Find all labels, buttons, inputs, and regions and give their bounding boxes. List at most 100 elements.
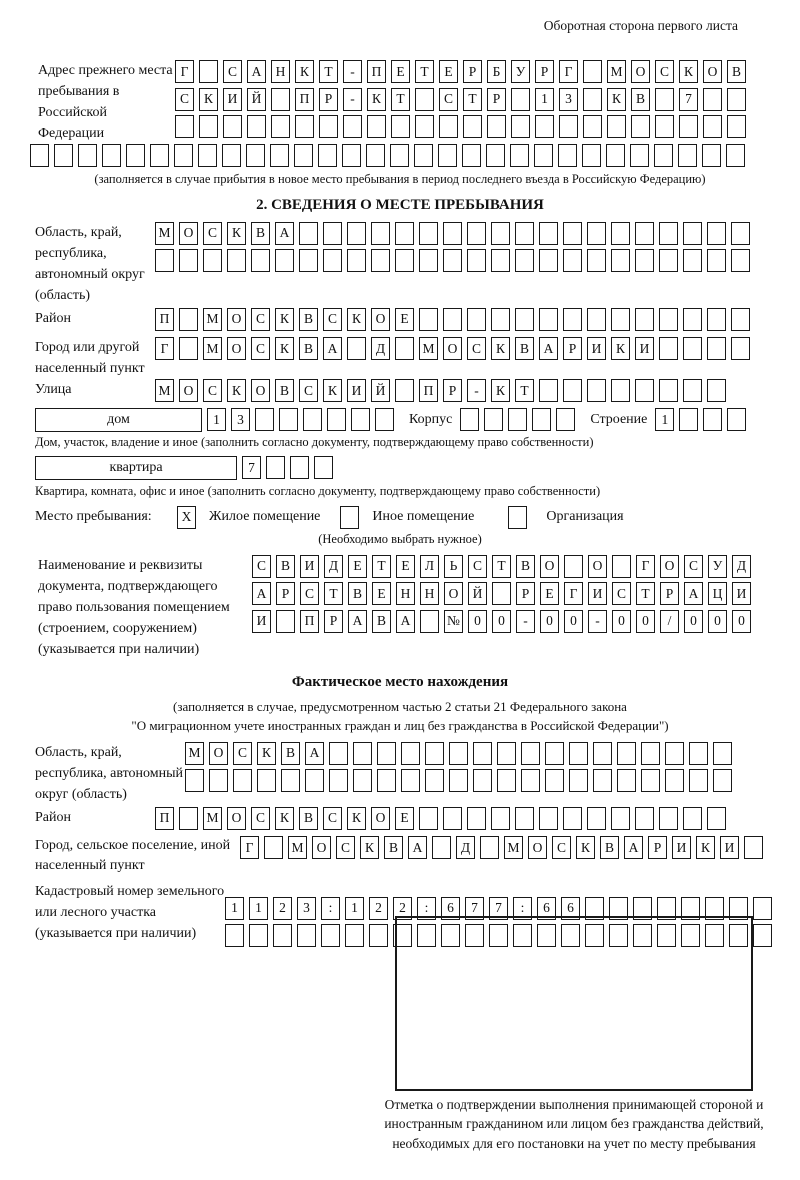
form-cell: Т <box>324 582 343 605</box>
form-cell <box>609 924 628 948</box>
form-cell <box>327 408 346 431</box>
mesto-checkbox-inoe <box>340 505 364 529</box>
confirmation-stamp-box <box>395 915 753 1091</box>
form-cell: Й <box>468 582 487 605</box>
form-cell <box>223 115 242 138</box>
form-cell <box>593 769 612 792</box>
form-cell <box>391 115 410 138</box>
stroenie-label: Строение <box>590 411 648 427</box>
form-cell <box>707 806 726 830</box>
form-cell: 7 <box>465 896 484 920</box>
form-cell: К <box>347 806 366 830</box>
gorod-label: Город или другой населенный пункт <box>35 340 145 376</box>
form-cell: 1 <box>655 408 675 431</box>
form-cell: X <box>177 505 196 529</box>
form-cell <box>441 924 460 948</box>
form-cell <box>126 144 145 167</box>
form-cell <box>587 806 606 830</box>
prev-address-caption: (заполняется в случае прибытия в новое м… <box>94 171 706 186</box>
form-cell: С <box>251 307 270 331</box>
form-cell <box>534 144 553 167</box>
form-cell <box>635 221 654 245</box>
form-cell <box>420 609 439 633</box>
fact-subnote-1: (заполняется в случае, предусмотренном ч… <box>173 698 627 714</box>
form-cell <box>318 144 337 167</box>
form-cell: Т <box>636 582 655 605</box>
form-cell: К <box>275 307 294 331</box>
form-cell <box>683 307 702 331</box>
section2-title: 2. СВЕДЕНИЯ О МЕСТЕ ПРЕБЫВАНИЯ <box>256 196 544 213</box>
form-cell: И <box>347 379 366 402</box>
form-cell <box>545 741 564 765</box>
kvartira-line: квартира 7 <box>0 455 800 480</box>
form-cell: 7 <box>242 456 261 479</box>
form-cell <box>657 924 676 948</box>
form-cell <box>492 582 511 605</box>
kvartira-cells: 7 <box>242 456 338 479</box>
form-cell <box>689 769 708 792</box>
form-cell: 0 <box>684 609 703 633</box>
form-cell <box>731 249 750 272</box>
form-cell: 0 <box>708 609 727 633</box>
form-cell <box>467 806 486 830</box>
form-cell <box>294 144 313 167</box>
form-cell <box>439 115 458 138</box>
form-cell <box>545 769 564 792</box>
form-cell <box>657 896 676 920</box>
form-cell: Н <box>396 582 415 605</box>
form-cell <box>273 924 292 948</box>
form-cell: Е <box>396 554 415 578</box>
form-cell <box>321 924 340 948</box>
form-cell: И <box>588 582 607 605</box>
form-cell <box>249 924 268 948</box>
form-cell: В <box>348 582 367 605</box>
form-cell: О <box>227 806 246 830</box>
stroenie-cells: 1 <box>655 408 751 431</box>
form-cell <box>510 144 529 167</box>
form-cell <box>497 769 516 792</box>
form-cell <box>585 896 604 920</box>
form-cell: Г <box>240 836 259 859</box>
form-cell <box>609 896 628 920</box>
form-cell <box>281 769 300 792</box>
form-cell: О <box>227 307 246 331</box>
form-cell <box>683 379 702 402</box>
form-cell <box>425 741 444 765</box>
form-cell: К <box>491 337 510 360</box>
ulitsa-label: Улица <box>35 382 72 397</box>
page-side-note: Оборотная сторона первого листа <box>543 18 738 33</box>
form-cell <box>179 337 198 360</box>
form-cell <box>731 307 750 331</box>
form-cell: П <box>367 60 386 83</box>
form-cell <box>497 741 516 765</box>
form-cell: О <box>179 221 198 245</box>
form-cell: К <box>199 87 218 111</box>
form-cell <box>679 115 698 138</box>
form-cell: Е <box>372 582 391 605</box>
form-cell: В <box>276 554 295 578</box>
form-cell <box>395 249 414 272</box>
form-cell <box>393 924 412 948</box>
form-cell <box>583 60 602 83</box>
form-cell: С <box>203 221 222 245</box>
form-cell <box>347 221 366 245</box>
form-cell <box>449 741 468 765</box>
form-cell: Д <box>456 836 475 859</box>
form-cell: Н <box>420 582 439 605</box>
form-cell <box>251 249 270 272</box>
form-cell: В <box>631 87 650 111</box>
form-cell <box>443 307 462 331</box>
form-cell <box>611 249 630 272</box>
form-cell <box>558 144 577 167</box>
form-cell <box>199 60 218 83</box>
form-cell <box>179 307 198 331</box>
form-cell: 0 <box>636 609 655 633</box>
form-cell <box>467 307 486 331</box>
form-cell <box>727 115 746 138</box>
form-cell: К <box>275 337 294 360</box>
form-cell <box>705 896 724 920</box>
